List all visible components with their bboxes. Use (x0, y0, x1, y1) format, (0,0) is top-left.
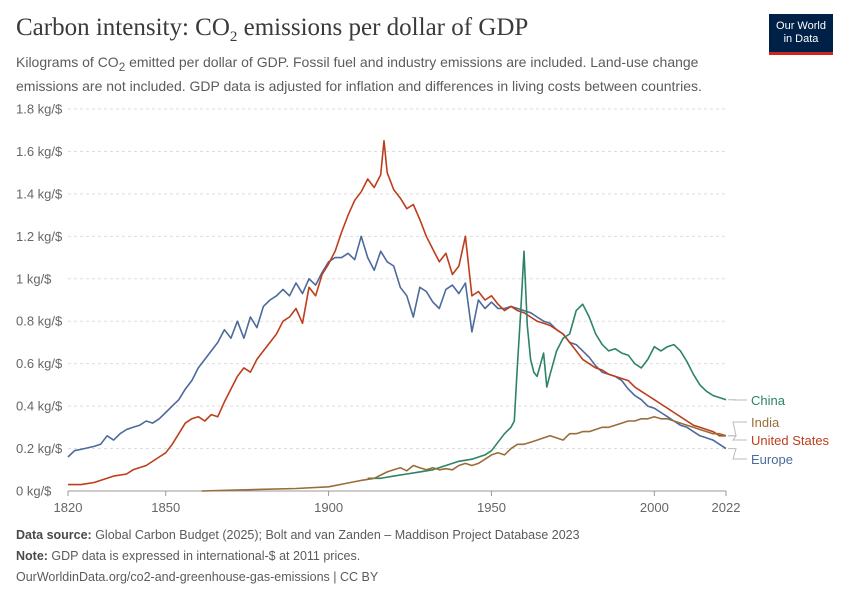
legend-connector (728, 448, 747, 460)
chart-title: Carbon intensity: CO2 emissions per doll… (16, 14, 529, 45)
series-line-united-states (68, 140, 726, 486)
legend-label-united-states: United States (751, 433, 830, 448)
footer-note: Note: GDP data is expressed in internati… (16, 549, 361, 563)
y-tick-label: 0 kg/$ (16, 484, 52, 499)
legend-connector (728, 435, 747, 441)
x-tick-label: 2022 (712, 500, 741, 515)
x-tick-label: 1850 (151, 500, 180, 515)
legend-label-india: India (751, 415, 780, 430)
series-line-europe (67, 235, 727, 458)
y-tick-label: 1.4 kg/$ (16, 186, 63, 201)
legend-connector (728, 421, 747, 437)
x-tick-label: 1820 (54, 500, 83, 515)
chart-subtitle: Kilograms of CO2 emitted per dollar of G… (16, 54, 702, 94)
x-tick-label: 1900 (314, 500, 343, 515)
y-tick-label: 1 kg/$ (16, 271, 52, 286)
owid-logo[interactable]: Our World in Data (769, 14, 833, 55)
y-tick-label: 0.6 kg/$ (16, 356, 63, 371)
footer-link: OurWorldinData.org/co2-and-greenhouse-ga… (16, 570, 379, 584)
y-tick-label: 1.2 kg/$ (16, 229, 63, 244)
y-tick-label: 1.6 kg/$ (16, 144, 63, 159)
legend-label-europe: Europe (751, 452, 793, 467)
series-line-india (201, 415, 727, 492)
y-tick-label: 0.2 kg/$ (16, 441, 63, 456)
logo-line-1: Our World (776, 20, 826, 32)
x-tick-label: 2000 (640, 500, 669, 515)
x-tick-label: 1950 (477, 500, 506, 515)
line-chart: 0 kg/$ 0.2 kg/$ 0.4 kg/$ 0.6 kg/$ 0.8 kg/$ 1 … (16, 102, 830, 516)
source-link[interactable]: OurWorldinData.org/co2-and-greenhouse-ga… (16, 570, 330, 584)
y-tick-label: 0.4 kg/$ (16, 399, 63, 414)
series-line-china (367, 250, 727, 480)
legend-label-china: China (751, 393, 786, 408)
y-tick-label: 1.8 kg/$ (16, 102, 63, 117)
footer-source: Data source: Global Carbon Budget (2025)… (16, 528, 580, 542)
logo-line-2: in Data (783, 33, 819, 45)
y-tick-label: 0.8 kg/$ (16, 314, 63, 329)
